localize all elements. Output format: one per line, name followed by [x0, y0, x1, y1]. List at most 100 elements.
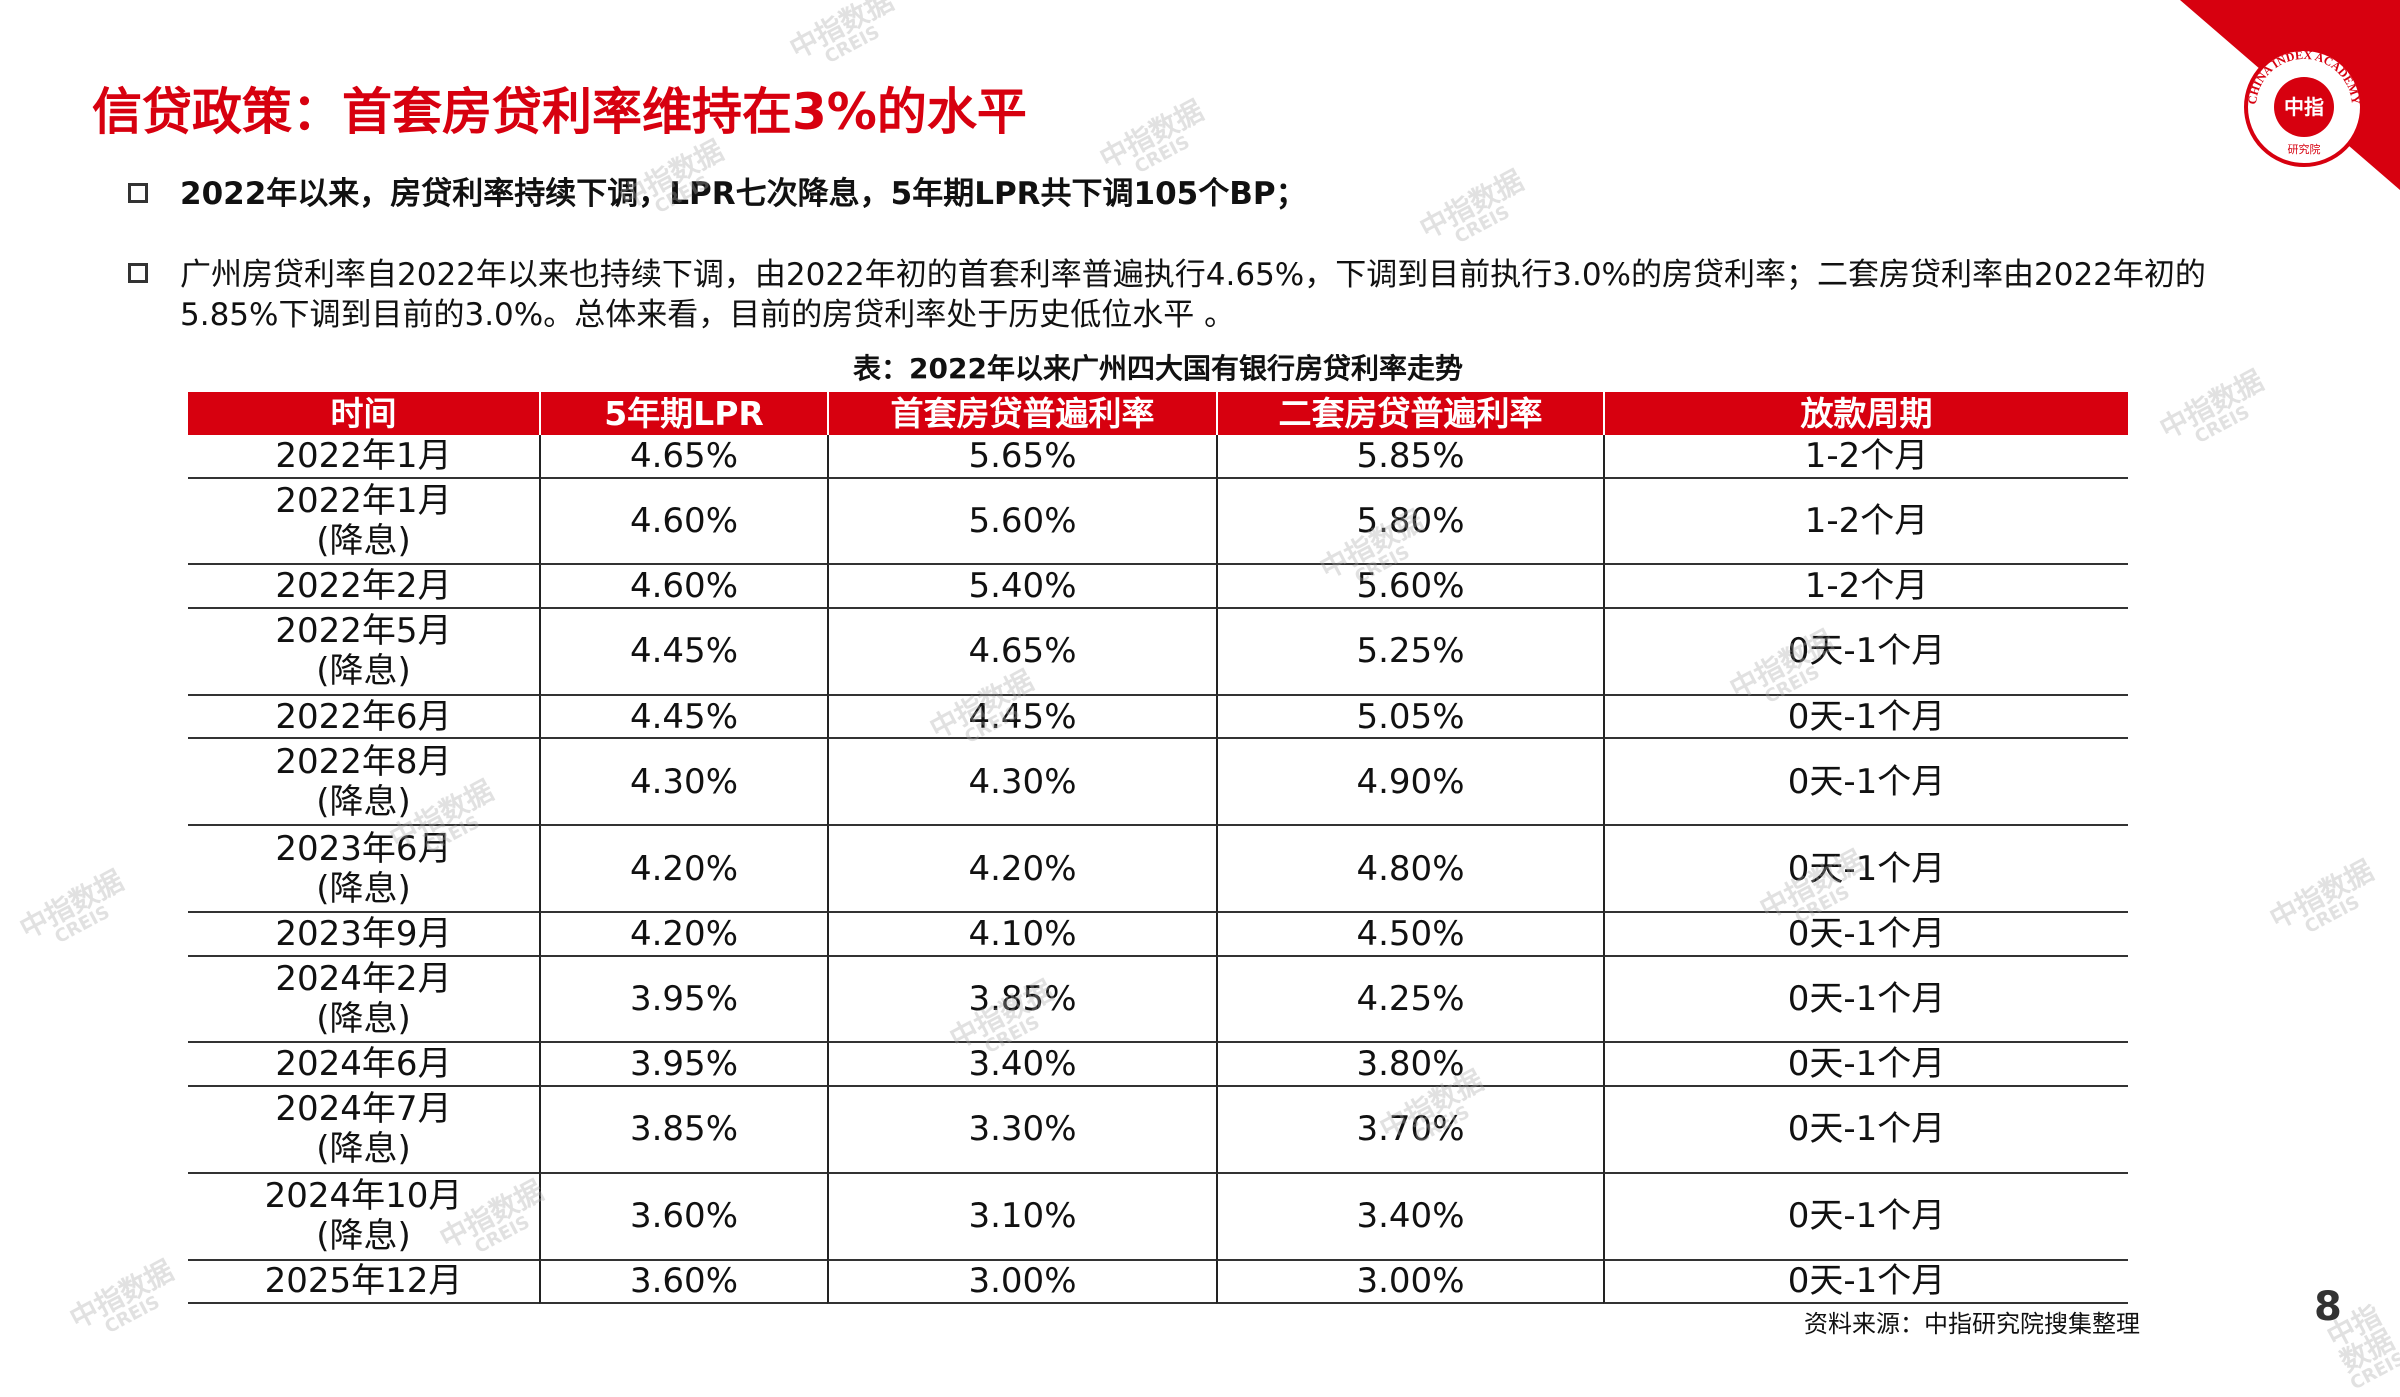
bullet: 广州房贷利率自2022年以来也持续下调，由2022年初的首套利率普遍执行4.65… — [180, 257, 2206, 333]
cell: 4.10% — [827, 913, 1216, 957]
cell: 4.45% — [539, 609, 827, 696]
note: (降息) — [316, 781, 411, 822]
cell: 3.85% — [827, 956, 1216, 1044]
watermark-en: CREIS — [2346, 1348, 2400, 1395]
cell: 3.60% — [539, 1260, 827, 1305]
cell: 4.60% — [539, 565, 827, 609]
bullet-icon — [128, 183, 148, 203]
time: 2023年9月 — [275, 913, 452, 954]
watermark-cn: 中指数据 — [14, 863, 129, 946]
watermark-en: CREIS — [821, 21, 884, 69]
time-cell: 2022年2月 — [188, 565, 539, 609]
cell: 4.80% — [1216, 826, 1603, 913]
time: 2022年1月 — [275, 435, 452, 476]
cell: 3.80% — [1216, 1043, 1603, 1087]
time: 2022年1月 — [275, 480, 452, 521]
watermark-cn: 中指数据 — [64, 1253, 179, 1336]
watermark: 中指数据 CREIS — [14, 863, 136, 959]
bullet: 2022年以来，房贷利率持续下调，LPR七次降息，5年期LPR共下调105个BP… — [180, 176, 1307, 212]
logo-bottom: 研究院 — [2288, 142, 2321, 156]
note: (降息) — [316, 998, 411, 1039]
logo: CHINA INDEX ACADEMY 中指 研究院 — [2180, 0, 2400, 190]
time-cell: 2024年6月 — [188, 1043, 539, 1087]
time: 2022年2月 — [275, 566, 452, 607]
cell: 0天-1个月 — [1603, 1043, 2128, 1087]
cell: 1-2个月 — [1603, 435, 2128, 479]
time: 2025年12月 — [264, 1261, 463, 1302]
cell: 4.65% — [827, 609, 1216, 696]
time: 2024年2月 — [275, 958, 452, 999]
watermark-cn: 中指数据 — [2264, 853, 2379, 936]
note: (降息) — [316, 651, 411, 692]
cell: 4.30% — [539, 739, 827, 827]
cell: 5.25% — [1216, 609, 1603, 696]
cell: 4.30% — [827, 739, 1216, 827]
cell: 0天-1个月 — [1603, 826, 2128, 913]
watermark: 中指数据 CREIS — [2154, 363, 2276, 459]
cell: 0天-1个月 — [1603, 609, 2128, 696]
watermark: 中指数据 CREIS — [2264, 853, 2386, 949]
note: (降息) — [316, 1216, 411, 1257]
time-cell: 2024年2月 (降息) — [188, 957, 539, 1044]
watermark: 中指数据 CREIS — [64, 1253, 186, 1349]
cell: 3.40% — [827, 1043, 1216, 1087]
cell: 4.50% — [1216, 913, 1603, 957]
time-cell: 2022年1月 (降息) — [188, 479, 539, 566]
time-cell: 2025年12月 — [188, 1261, 539, 1305]
source: 资料来源：中指研究院搜集整理 — [1804, 1310, 2140, 1338]
header-cell: 5年期LPR — [539, 392, 827, 435]
time-cell: 2022年8月 (降息) — [188, 739, 539, 827]
cell: 4.20% — [539, 826, 827, 913]
cell: 1-2个月 — [1603, 565, 2128, 609]
cell: 3.70% — [1216, 1087, 1603, 1174]
cell: 3.85% — [539, 1087, 827, 1174]
time-cell: 2022年1月 — [188, 435, 539, 479]
header-cell: 时间 — [188, 392, 539, 435]
time: 2024年7月 — [275, 1089, 452, 1130]
cell: 4.65% — [539, 435, 827, 479]
cell: 3.00% — [827, 1260, 1216, 1305]
cell: 0天-1个月 — [1603, 913, 2128, 957]
cell: 3.60% — [539, 1173, 827, 1261]
time-cell: 2024年7月 (降息) — [188, 1087, 539, 1174]
time-cell: 2022年6月 — [188, 696, 539, 740]
cell: 3.10% — [827, 1173, 1216, 1261]
time-cell: 2023年9月 — [188, 913, 539, 957]
header-cell: 首套房贷普遍利率 — [827, 392, 1216, 435]
title: 信贷政策：首套房贷利率维持在3%的水平 — [92, 83, 1027, 141]
time-cell: 2023年6月 (降息) — [188, 826, 539, 913]
watermark-cn: 中指数据 — [2154, 363, 2269, 446]
cell: 0天-1个月 — [1603, 956, 2128, 1044]
cell: 3.00% — [1216, 1260, 1603, 1305]
cell: 5.85% — [1216, 435, 1603, 479]
cell: 4.20% — [539, 913, 827, 957]
header-cell: 二套房贷普遍利率 — [1216, 392, 1603, 435]
time: 2022年8月 — [275, 741, 452, 782]
watermark-en: CREIS — [101, 1291, 164, 1339]
cell: 0天-1个月 — [1603, 1173, 2128, 1261]
note: (降息) — [316, 868, 411, 909]
cell: 4.45% — [827, 695, 1216, 740]
cell: 4.60% — [539, 478, 827, 566]
cell: 5.05% — [1216, 695, 1603, 740]
cell: 4.25% — [1216, 956, 1603, 1044]
time: 2024年10月 — [264, 1176, 463, 1217]
header-cell: 放款周期 — [1603, 392, 2128, 435]
logo-core — [2274, 77, 2334, 137]
time: 2024年6月 — [275, 1044, 452, 1085]
cell: 0天-1个月 — [1603, 695, 2128, 740]
cell: 3.40% — [1216, 1173, 1603, 1261]
cell: 5.60% — [827, 478, 1216, 566]
logo-center: 中指 — [2284, 95, 2324, 119]
watermark-cn: 中指数据 — [784, 0, 899, 66]
table-caption: 表：2022年以来广州四大国有银行房贷利率走势 — [853, 352, 1463, 385]
watermark-en: CREIS — [51, 901, 114, 949]
cell: 4.90% — [1216, 739, 1603, 827]
cell: 5.65% — [827, 435, 1216, 479]
cell: 5.40% — [827, 565, 1216, 609]
bullet-icon — [128, 263, 148, 283]
watermark: 中指数据 CREIS — [784, 0, 906, 80]
time: 2022年5月 — [275, 611, 452, 652]
cell: 5.60% — [1216, 565, 1603, 609]
watermark-en: CREIS — [2191, 401, 2254, 449]
